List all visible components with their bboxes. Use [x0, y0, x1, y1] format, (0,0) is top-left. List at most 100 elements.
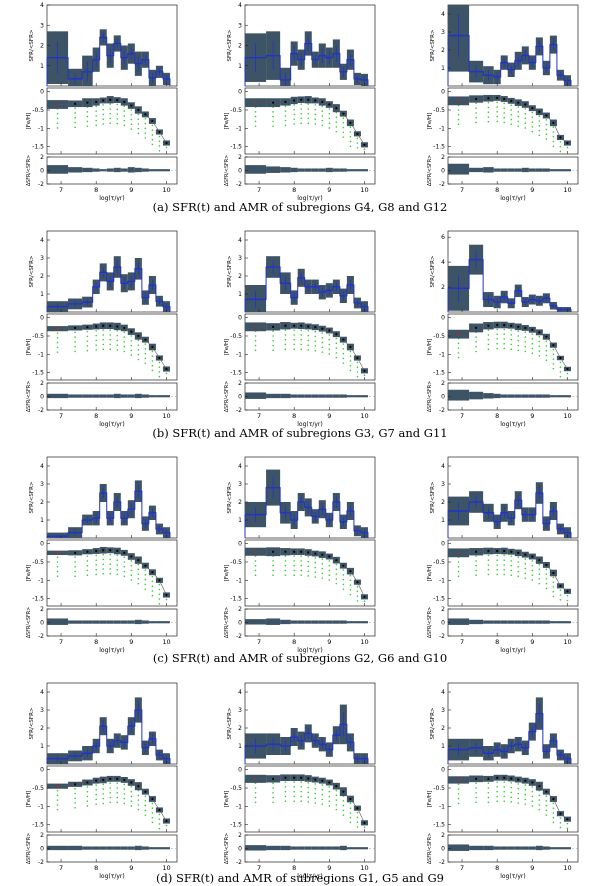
amr-grid-point	[56, 804, 59, 806]
amr-grid-point	[284, 348, 287, 351]
amr-point	[151, 571, 154, 574]
amr-grid-point	[552, 135, 555, 138]
amr-grid-point	[349, 126, 352, 129]
xtick-label: 10	[162, 638, 170, 646]
amr-grid-point	[545, 138, 548, 140]
residual-box	[134, 167, 142, 173]
amr-grid-point	[552, 812, 555, 814]
amr-point	[284, 324, 287, 327]
amr-grid-point	[328, 338, 331, 341]
amr-grid-point	[86, 786, 89, 788]
residual-subplot: 2 0 -2 ΔSFR/<SFR>	[427, 380, 579, 414]
amr-grid-point	[328, 569, 331, 572]
residual-box	[290, 620, 298, 624]
amr-point	[300, 98, 303, 101]
amr-point	[300, 776, 303, 779]
residual-box	[325, 394, 333, 398]
sfr-ytick-label: 4	[238, 237, 242, 244]
amr-grid-point	[272, 339, 274, 342]
amr-grid-point	[314, 576, 317, 578]
amr-grid-point	[349, 360, 352, 362]
xtick-label: 9	[327, 412, 331, 420]
residual-box	[297, 394, 305, 398]
amr-grid-point	[559, 594, 562, 596]
sfr-ytick-label: 4	[441, 463, 445, 470]
amr-ytick-label: -1.5	[32, 370, 44, 377]
amr-grid-point	[356, 137, 359, 140]
amr-grid-point	[95, 789, 97, 791]
amr-grid-point	[307, 122, 310, 124]
amr-subplot: 0 -0.5 -1 -1.5 [Fe/H]	[427, 765, 579, 833]
amr-point	[109, 98, 112, 101]
amr-point	[496, 549, 499, 553]
sfr-subplot: 1 2 3 4 SFR/<SFR>	[227, 230, 376, 313]
amr-grid-point	[293, 113, 295, 116]
amr-grid-point	[307, 782, 310, 784]
residual-box	[113, 846, 121, 850]
amr-grid-point	[349, 574, 352, 577]
amr-grid-point	[328, 564, 331, 567]
residual-box	[141, 168, 149, 172]
amr-grid-point	[300, 569, 303, 572]
sfr-model-line	[244, 42, 369, 86]
residual-box	[82, 167, 93, 173]
amr-grid-point	[307, 334, 310, 337]
residual-box	[68, 394, 83, 398]
amr-grid-point	[328, 574, 331, 576]
xtick-label: 9	[129, 412, 133, 420]
amr-grid-point	[74, 575, 76, 578]
amr-point	[158, 579, 161, 582]
amr-grid-point	[284, 334, 287, 336]
amr-grid-point	[95, 339, 97, 342]
amr-grid-point	[109, 112, 112, 115]
amr-grid-point	[130, 579, 133, 581]
amr-grid-point	[342, 362, 345, 364]
amr-grid-point	[487, 334, 490, 336]
amr-grid-point	[503, 564, 506, 566]
residual-subplot: 2 0 -2 ΔSFR/<SFR>	[26, 606, 178, 640]
amr-grid-point	[151, 802, 154, 805]
amr-grid-point	[151, 143, 154, 146]
residual-ytick-label: -2	[439, 407, 445, 414]
residual-box	[549, 847, 557, 850]
amr-grid-point	[342, 122, 345, 124]
amr-grid-point	[151, 575, 154, 578]
amr-grid-point	[538, 129, 541, 132]
amr-grid-point	[165, 598, 168, 601]
residual-box	[521, 620, 529, 624]
amr-grid-point	[314, 566, 317, 569]
amr-grid-point	[109, 791, 112, 794]
amr-grid-point	[254, 796, 257, 799]
amr-grid-point	[321, 341, 324, 344]
residual-box	[127, 167, 135, 173]
residual-box	[162, 169, 170, 172]
amr-grid-point	[328, 579, 331, 581]
amr-point	[151, 345, 154, 349]
residual-box	[346, 169, 354, 172]
xtick-label: 10	[563, 864, 571, 872]
amr-grid-point	[335, 808, 338, 811]
amr-grid-point	[158, 375, 161, 378]
amr-grid-point	[356, 826, 359, 828]
amr-ylabel: [Fe/H]	[224, 791, 230, 808]
amr-grid-point	[284, 105, 287, 108]
amr-ytick-label: -1	[38, 351, 44, 358]
amr-point	[314, 99, 317, 102]
amr-grid-point	[307, 796, 310, 798]
amr-grid-point	[503, 554, 506, 557]
amr-grid-point	[56, 789, 59, 792]
amr-grid-point	[116, 791, 119, 794]
amr-point	[349, 345, 352, 349]
sfr-frame	[244, 682, 376, 765]
amr-grid-point	[74, 797, 76, 800]
sfr-subplot: 1 2 3 4 SFR/<SFR>	[430, 682, 579, 765]
amr-grid-point	[496, 120, 498, 123]
amr-grid-point	[510, 334, 513, 336]
residual-box	[339, 845, 347, 851]
residual-box	[507, 846, 515, 850]
amr-grid-point	[116, 559, 119, 561]
amr-grid-point	[300, 343, 303, 346]
amr-point	[74, 326, 77, 330]
residual-box	[304, 846, 312, 850]
amr-point	[56, 327, 59, 330]
